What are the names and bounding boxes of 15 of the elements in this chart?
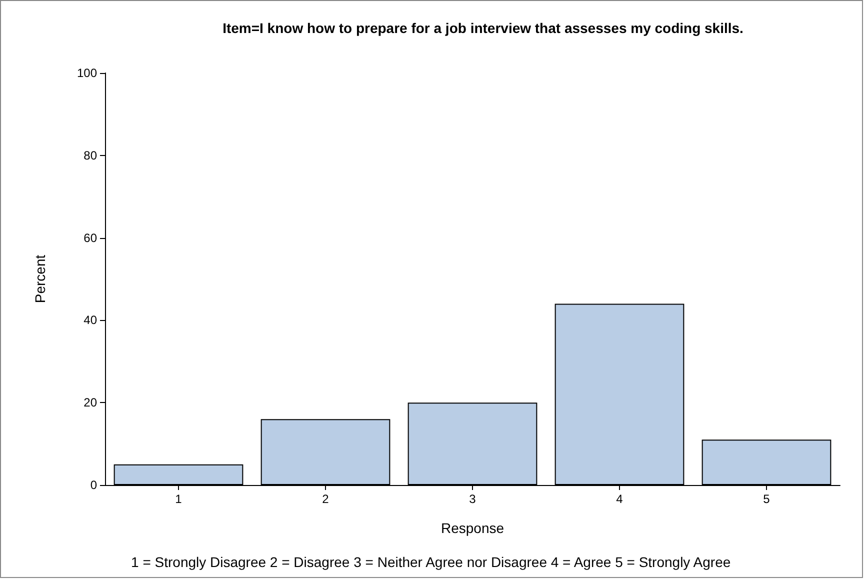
y-tick-label: 80 xyxy=(84,148,98,162)
x-tick-label: 2 xyxy=(322,492,330,506)
x-tick-label: 3 xyxy=(469,492,476,506)
y-axis-title: Percent xyxy=(32,254,48,304)
text: 1 = Strongly Disagree 2 = Disagree 3 = Neither Agree nor Disagree 4 = Agree 5 = Strongly Agree xyxy=(131,554,731,570)
y-tick-label: 20 xyxy=(84,396,98,410)
y-tick-label: 0 xyxy=(90,478,98,492)
y-tick-label: 40 xyxy=(84,313,98,328)
x-axis-title: Response xyxy=(440,520,504,536)
x-tick-label: 1 xyxy=(175,492,182,506)
y-tick-label: 60 xyxy=(84,230,98,245)
chart-title: Item=I know how to prepare for a job interview that assesses my coding skills. xyxy=(222,20,744,36)
x-tick-label: 5 xyxy=(763,492,770,506)
x-tick-label: 4 xyxy=(616,492,624,506)
y-tick-label: 100 xyxy=(76,66,98,80)
